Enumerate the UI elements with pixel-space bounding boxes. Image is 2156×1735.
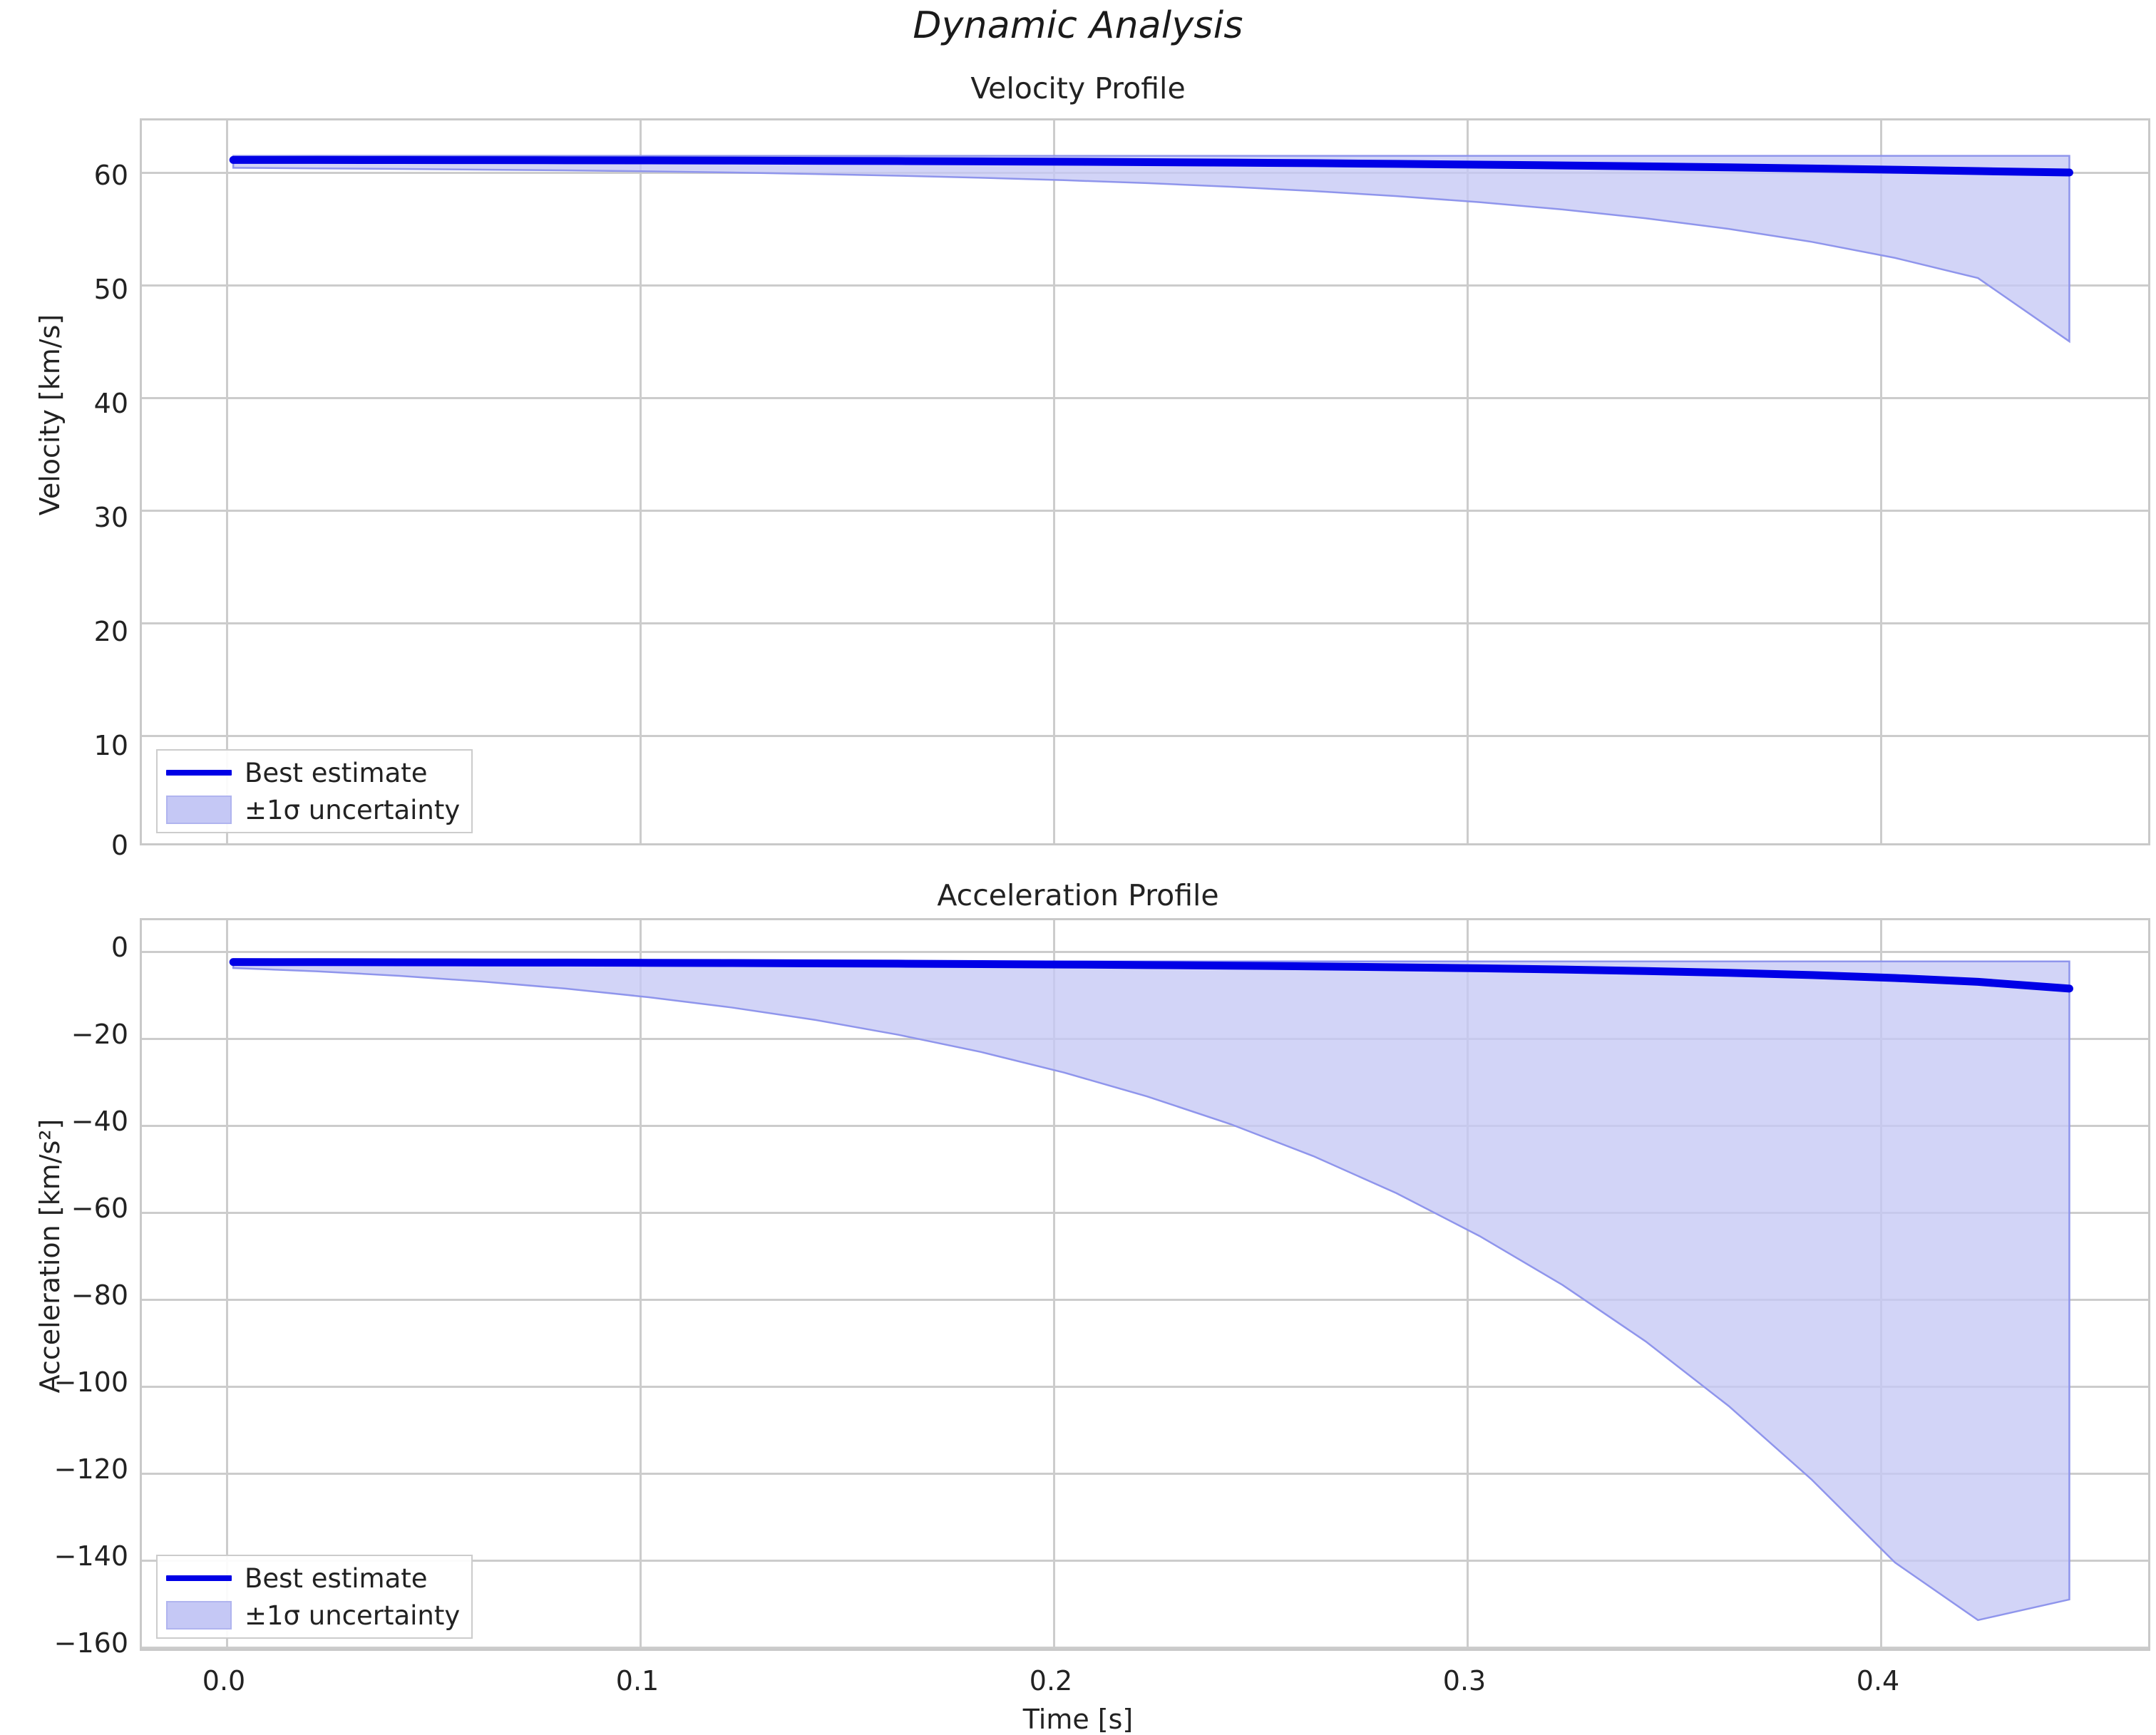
velocity-data-layer xyxy=(229,155,2073,344)
accel-gridline-y-m60 xyxy=(142,1212,2148,1214)
accel-y-tick-0: 0 xyxy=(111,932,128,963)
accel-gridline-x-0.3 xyxy=(1467,920,1469,1649)
acceleration-uncertainty-band xyxy=(232,960,2070,1622)
velocity-y-tick-20: 20 xyxy=(93,616,128,647)
accel-y-tick-m80: −80 xyxy=(71,1280,128,1311)
velocity-gridline-x-0.4 xyxy=(1880,120,1882,843)
velocity-gridline-x-0.3 xyxy=(1467,120,1469,843)
accel-y-tick-m100: −100 xyxy=(53,1366,128,1398)
acceleration-legend-label-1: ±1σ uncertainty xyxy=(245,1600,461,1631)
velocity-plot-area: Best estimate ±1σ uncertainty xyxy=(142,120,2148,843)
velocity-y-tick-30: 30 xyxy=(93,502,128,533)
velocity-gridline-y-30 xyxy=(142,510,2148,512)
velocity-gridline-x-0.0 xyxy=(226,120,228,843)
x-tick-0.3: 0.3 xyxy=(1442,1665,1487,1697)
velocity-gridline-y-10 xyxy=(142,735,2148,737)
acceleration-best-estimate-line xyxy=(229,958,2073,993)
velocity-plot-axes: Best estimate ±1σ uncertainty xyxy=(140,118,2150,845)
acceleration-plot-area: Best estimate ±1σ uncertainty xyxy=(142,920,2148,1649)
accel-gridline-x-0.2 xyxy=(1053,920,1055,1649)
velocity-legend[interactable]: Best estimate ±1σ uncertainty xyxy=(156,749,473,833)
accel-gridline-y-m120 xyxy=(142,1473,2148,1475)
velocity-y-tick-50: 50 xyxy=(93,274,128,305)
patch-swatch-icon xyxy=(166,796,232,824)
velocity-legend-entry-uncertainty[interactable]: ±1σ uncertainty xyxy=(166,795,460,825)
accel-gridline-x-0.0 xyxy=(226,920,228,1649)
acceleration-y-axis-label: Acceleration [km/s²] xyxy=(34,1118,66,1394)
x-tick-0.1: 0.1 xyxy=(615,1665,659,1697)
line-swatch-icon xyxy=(166,762,232,783)
line-swatch-icon xyxy=(166,1567,232,1589)
accel-y-tick-m20: −20 xyxy=(71,1019,128,1050)
velocity-gridline-x-0.1 xyxy=(640,120,642,843)
accel-gridline-y-m40 xyxy=(142,1125,2148,1127)
accel-gridline-y-m100 xyxy=(142,1386,2148,1388)
accel-y-tick-m140: −140 xyxy=(53,1540,128,1572)
velocity-legend-entry-best-estimate[interactable]: Best estimate xyxy=(166,758,460,788)
velocity-legend-label-1: ±1σ uncertainty xyxy=(245,794,461,825)
velocity-gridline-y-40 xyxy=(142,397,2148,399)
x-tick-0.4: 0.4 xyxy=(1856,1665,1900,1697)
patch-swatch-icon xyxy=(166,1601,232,1630)
velocity-y-tick-60: 60 xyxy=(93,160,128,191)
acceleration-legend-label-0: Best estimate xyxy=(245,1562,428,1594)
acceleration-subplot-title: Acceleration Profile xyxy=(937,878,1219,912)
accel-gridline-x-0.1 xyxy=(640,920,642,1649)
velocity-uncertainty-band xyxy=(232,155,2070,344)
accel-y-tick-m120: −120 xyxy=(53,1453,128,1485)
velocity-gridline-x-0.2 xyxy=(1053,120,1055,843)
accel-y-tick-m40: −40 xyxy=(71,1106,128,1137)
x-tick-0.0: 0.0 xyxy=(202,1665,246,1697)
velocity-subplot-title: Velocity Profile xyxy=(970,71,1186,105)
acceleration-legend-entry-uncertainty[interactable]: ±1σ uncertainty xyxy=(166,1600,461,1631)
accel-y-tick-m60: −60 xyxy=(71,1193,128,1224)
velocity-y-tick-0: 0 xyxy=(111,830,128,861)
accel-gridline-y-m160 xyxy=(142,1647,2148,1649)
velocity-gridline-y-50 xyxy=(142,284,2148,287)
x-axis-label: Time [s] xyxy=(1022,1704,1134,1735)
acceleration-data-layer xyxy=(229,958,2073,1622)
accel-gridline-y-m140 xyxy=(142,1560,2148,1562)
velocity-gridline-y-20 xyxy=(142,622,2148,624)
velocity-y-tick-10: 10 xyxy=(93,730,128,761)
x-tick-0.2: 0.2 xyxy=(1029,1665,1073,1697)
acceleration-legend-entry-best-estimate[interactable]: Best estimate xyxy=(166,1562,460,1594)
accel-gridline-y-0 xyxy=(142,951,2148,953)
acceleration-legend[interactable]: Best estimate ±1σ uncertainty xyxy=(156,1555,473,1639)
velocity-best-estimate-line xyxy=(229,155,2073,177)
acceleration-plot-axes: Best estimate ±1σ uncertainty xyxy=(140,918,2150,1651)
velocity-y-tick-40: 40 xyxy=(93,388,128,419)
velocity-legend-label-0: Best estimate xyxy=(245,757,428,788)
accel-gridline-y-m80 xyxy=(142,1299,2148,1301)
accel-y-tick-m160: −160 xyxy=(53,1627,128,1659)
figure-suptitle: Dynamic Analysis xyxy=(913,4,1243,47)
